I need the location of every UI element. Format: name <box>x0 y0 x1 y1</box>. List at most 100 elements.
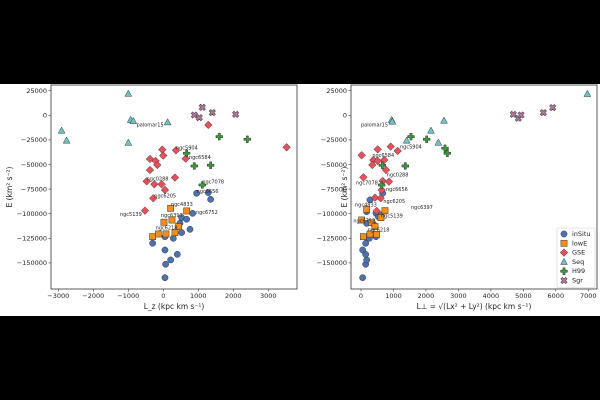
y-tick-label: −100000 <box>17 210 47 218</box>
legend-marker-H99 <box>560 267 568 275</box>
legend-entry-GSE: GSE <box>572 249 585 257</box>
y-axis-label: E (km² s⁻²) <box>340 166 349 207</box>
series-H99 <box>378 133 451 189</box>
y-tick-label: −150000 <box>317 259 347 267</box>
cluster-label: ngc5904 <box>176 145 198 151</box>
cluster-label: ngc5139 <box>381 213 403 219</box>
point-Sgr <box>195 114 203 122</box>
x-tick-label: −2000 <box>82 292 104 300</box>
point-Sgr <box>517 111 525 119</box>
legend-marker-inSitu <box>560 230 568 238</box>
cluster-label: ngc6205 <box>383 199 405 205</box>
y-tick-label: −50000 <box>21 161 47 169</box>
point-Seq <box>583 89 592 97</box>
series-H99 <box>182 133 251 189</box>
point-inSitu <box>189 209 196 217</box>
point-lowE <box>171 229 179 236</box>
point-inSitu <box>173 250 181 258</box>
point-inSitu <box>366 196 374 204</box>
point-H99 <box>190 162 198 170</box>
point-Seq <box>62 136 71 144</box>
cluster-label: palomar15 <box>361 123 388 129</box>
x-tick-label: 5000 <box>515 292 532 300</box>
y-tick-label: −100000 <box>317 210 347 218</box>
point-inSitu <box>161 246 169 254</box>
point-inSitu <box>162 260 169 268</box>
point-lowE <box>366 230 374 238</box>
point-GSE <box>368 160 377 170</box>
point-Sgr <box>509 110 517 118</box>
y-tick-label: 25000 <box>326 87 347 95</box>
point-GSE <box>373 145 382 154</box>
point-GSE <box>149 194 158 203</box>
point-Sgr <box>198 103 206 111</box>
point-Sgr <box>539 109 547 117</box>
cluster-label: ngc6584 <box>372 153 394 159</box>
point-H99 <box>182 149 191 157</box>
y-tick-label: −125000 <box>317 235 347 243</box>
series-lowE <box>149 204 190 240</box>
point-H99 <box>423 135 431 143</box>
x-tick-label: 3000 <box>260 292 277 300</box>
point-H99 <box>378 181 386 189</box>
point-GSE <box>140 206 150 215</box>
point-GSE <box>282 143 291 152</box>
y-tick-label: −150000 <box>17 259 47 267</box>
point-Sgr <box>190 111 198 119</box>
point-GSE <box>171 146 181 155</box>
cluster-label: ngc6218 <box>368 228 390 234</box>
point-H99 <box>407 133 415 141</box>
point-lowE <box>363 205 371 213</box>
legend-entry-inSitu: inSitu <box>572 230 591 238</box>
cluster-label: ngc6218 <box>156 225 178 231</box>
plot-area <box>50 84 298 290</box>
point-H99 <box>243 135 251 143</box>
point-Seq <box>124 138 133 146</box>
point-inSitu <box>363 256 371 264</box>
series-lowE <box>358 205 389 240</box>
point-Sgr <box>549 104 557 112</box>
cluster-label: ngc6656 <box>197 189 219 195</box>
point-GSE <box>359 173 368 182</box>
x-tick-label: −3000 <box>47 292 69 300</box>
y-tick-label: 0 <box>343 112 347 120</box>
y-tick-label: −75000 <box>21 185 47 193</box>
legend-entry-Seq: Seq <box>572 258 584 266</box>
x-tick-label: 7000 <box>580 292 597 300</box>
point-GSE <box>157 180 166 189</box>
y-axis-label: E (km² s⁻²) <box>5 166 14 207</box>
point-lowE <box>371 223 379 230</box>
cluster-label: ngc6752 <box>196 210 218 216</box>
x-tick-label: 1000 <box>190 292 207 300</box>
point-GSE <box>142 177 151 186</box>
cluster-label: ngc6397 <box>411 205 433 211</box>
x-axis-label: L_z (kpc km s⁻¹) <box>144 302 205 311</box>
point-inSitu <box>161 274 169 282</box>
legend-entry-Sgr: Sgr <box>572 277 583 285</box>
cluster-label: ngc7078 <box>356 180 378 186</box>
point-lowE <box>175 223 182 230</box>
point-H99 <box>198 181 206 189</box>
x-tick-label: 2000 <box>225 292 242 300</box>
point-lowE <box>162 230 170 238</box>
point-Seq <box>388 117 397 125</box>
point-H99 <box>401 162 410 170</box>
point-Seq <box>434 138 443 146</box>
point-inSitu <box>186 225 194 233</box>
point-Seq <box>427 126 435 134</box>
cluster-label: ngc5139 <box>120 212 142 218</box>
point-inSitu <box>207 195 214 203</box>
point-inSitu <box>193 189 200 197</box>
x-tick-label: 6000 <box>548 292 565 300</box>
point-GSE <box>376 194 385 203</box>
cluster-label: ngc6584 <box>189 155 211 161</box>
point-GSE <box>170 173 180 182</box>
cluster-label: ngc4833 <box>171 202 193 208</box>
cluster-label: ngc0288 <box>147 176 169 182</box>
cluster-label: ngc6205 <box>154 193 176 199</box>
cluster-label: ngc6397 <box>161 213 183 219</box>
point-lowE <box>381 207 389 214</box>
cluster-label: palomar15 <box>137 123 164 129</box>
point-inSitu <box>149 239 156 247</box>
